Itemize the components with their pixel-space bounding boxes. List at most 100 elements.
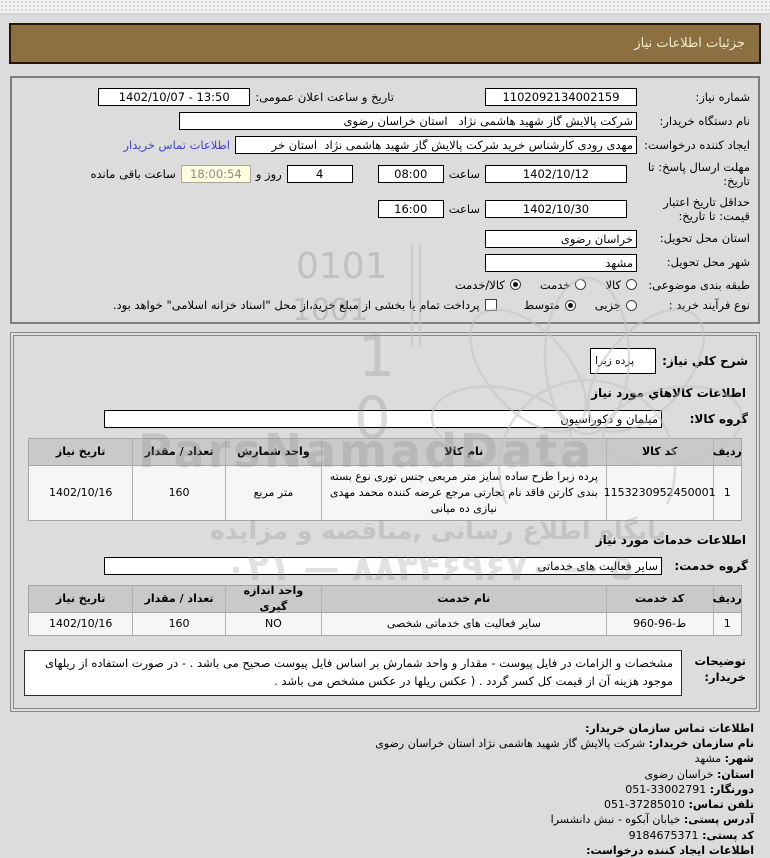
contact-postal-value: 9184675371 <box>628 828 699 842</box>
need-number-field[interactable] <box>485 88 637 106</box>
validity-hour-label: ساعت <box>448 201 480 216</box>
contact-postal-line: کد پستی: 9184675371 <box>16 829 754 843</box>
contact-city-value: مشهد <box>694 752 722 766</box>
services-group-label: گروه خدمت: <box>674 559 748 574</box>
buyer-notes-row: توضیحات خریدار: مشخصات و الزامات در فایل… <box>24 650 746 696</box>
contact-address-label: آدرس پستی: <box>683 813 754 827</box>
requester-field[interactable] <box>235 136 637 154</box>
radio-medium-icon[interactable] <box>564 299 576 311</box>
need-summary-panel: شماره نیاز: تاریخ و ساعت اعلان عمومی: نا… <box>10 76 760 325</box>
need-number-label: شماره نیاز: <box>695 89 750 104</box>
row-subject-category: طبقه بندی موضوعی: کالا خدمت کالا/خدمت <box>20 278 750 292</box>
services-header-row: ردیف <box>712 586 742 613</box>
goods-group-row: گروه کالا: <box>22 410 748 429</box>
contact-fax-line: دورنگار: 33002791-051 <box>16 783 754 797</box>
goods-group-label: گروه کالا: <box>689 412 748 427</box>
treasury-note: پرداخت تمام یا بخشی از مبلغ خرید،از محل … <box>112 298 480 313</box>
services-table-header: ردیف کد خدمت نام خدمت واحد اندازه گیری ت… <box>29 584 742 614</box>
radio-service-icon[interactable] <box>575 279 587 291</box>
radio-goods-service-icon[interactable] <box>509 279 521 291</box>
radio-goods-icon[interactable] <box>626 279 637 291</box>
countdown-timer: 18:00:54 <box>180 165 251 184</box>
goods-cell-name: پرده زبرا طرح ساده سایز متر مربعی جنس تو… <box>320 466 606 521</box>
goods-cell-code: 1153230952450001 <box>604 466 716 521</box>
buyer-org-field[interactable] <box>179 112 637 130</box>
row-buyer-org: نام دستگاه خریدار: <box>20 112 750 130</box>
contact-province-line: استان: خراسان رضوی <box>16 768 754 782</box>
goods-cell-date: 1402/10/16 <box>48 486 113 500</box>
goods-table: ردیف کد کالا نام کالا واحد شمارش تعداد /… <box>28 438 742 522</box>
hours-remaining-label: ساعت باقی مانده <box>90 167 176 182</box>
page-top-texture <box>0 0 770 14</box>
contact-phone-label: تلفن تماس: <box>688 798 754 812</box>
delivery-city-label: شهر محل تحویل: <box>666 255 750 270</box>
days-remaining-field[interactable] <box>286 165 353 184</box>
contact-org-label: نام سازمان خریدار: <box>648 736 754 750</box>
services-table-row: 1 960-96-ط سایر فعالیت های خدماتی شخصی N… <box>29 613 741 635</box>
row-price-validity: حداقل تاریخ اعتبار قیمت: تا تاریخ: ساعت <box>20 195 750 224</box>
buyer-contact-section: اطلاعات تماس سازمان خریدار: نام سازمان خ… <box>16 722 754 858</box>
validity-date-field[interactable] <box>485 200 627 219</box>
goods-group-field[interactable] <box>104 410 662 429</box>
services-cell-qty: 160 <box>132 613 225 635</box>
services-header-name: نام خدمت <box>320 586 606 613</box>
contact-section-title: اطلاعات تماس سازمان خریدار: <box>585 721 754 735</box>
services-cell-unit: NO <box>224 613 321 635</box>
services-group-field[interactable] <box>104 557 662 576</box>
delivery-city-field[interactable] <box>485 253 637 272</box>
need-description-row: شرح کلي نیاز: پرده زبرا <box>22 348 748 375</box>
validity-label: حداقل تاریخ اعتبار قیمت: تا تاریخ: <box>663 194 750 224</box>
services-header-code: کد خدمت <box>605 586 713 613</box>
radio-minor-icon[interactable] <box>626 299 637 311</box>
row-response-deadline: مهلت ارسال پاسخ: تا تاریخ: ساعت روز و 18… <box>20 160 751 189</box>
row-need-number: شماره نیاز: تاریخ و ساعت اعلان عمومی: <box>20 88 750 106</box>
requester-contact-title: اطلاعات ایجاد کننده درخواست: <box>586 844 754 857</box>
contact-city-line: شهر: مشهد <box>16 752 754 766</box>
contact-phone-line: تلفن تماس: 37285010-051 <box>16 798 754 812</box>
goods-table-header: ردیف کد کالا نام کالا واحد شمارش تعداد /… <box>29 439 742 467</box>
purchase-process-label: نوع فرآیند خرید : <box>668 297 750 312</box>
goods-cell-row: 1 <box>712 466 741 521</box>
row-delivery-province: استان محل تحویل: <box>20 229 750 248</box>
contact-address-line: آدرس پستی: خیابان آبکوه - نبش دانشسرا <box>16 813 754 827</box>
contact-org-line: نام سازمان خریدار: شرکت پالایش گاز شهید … <box>16 737 754 751</box>
services-cell-code: 960-96-ط <box>605 613 713 635</box>
goods-table-row: 1 1153230952450001 پرده زبرا طرح ساده سا… <box>29 466 741 521</box>
need-description-field[interactable]: پرده زبرا <box>590 348 657 375</box>
contact-province-label: استان: <box>717 767 754 781</box>
treasury-checkbox[interactable] <box>484 299 497 312</box>
deadline-date-field[interactable] <box>485 165 627 184</box>
deadline-time-field[interactable] <box>377 165 444 184</box>
announce-datetime-field[interactable] <box>98 88 251 106</box>
services-header-unit: واحد اندازه گیری <box>224 584 321 613</box>
contact-address-value: خیابان آبکوه - نبش دانشسرا <box>550 813 681 827</box>
buyer-notes-text: مشخصات و الزامات در فایل پیوست - مقدار و… <box>24 650 682 696</box>
deadline-hour-label: ساعت <box>448 167 480 182</box>
services-cell-row: 1 <box>712 613 741 635</box>
services-cell-name: سایر فعالیت های خدماتی شخصی <box>320 613 606 635</box>
services-cell-date: 1402/10/16 <box>48 617 113 631</box>
buyer-org-label: نام دستگاه خریدار: <box>659 113 750 128</box>
radio-service-label: خدمت <box>539 277 571 292</box>
validity-time-field[interactable] <box>377 200 444 219</box>
contact-fax-value: 33002791-051 <box>625 782 707 796</box>
requester-label: ایجاد کننده درخواست: <box>644 137 750 152</box>
row-purchase-process: نوع فرآیند خرید : جزیی متوسط پرداخت تمام… <box>20 298 750 312</box>
delivery-province-field[interactable] <box>485 229 637 248</box>
need-description-label: شرح کلي نیاز: <box>662 354 748 369</box>
buyer-notes-label: توضیحات خریدار: <box>694 654 747 685</box>
contact-city-label: شهر: <box>724 752 754 766</box>
buyer-contact-link[interactable]: اطلاعات تماس خریدار <box>123 138 230 152</box>
goods-header-qty: تعداد / مقدار <box>132 439 225 466</box>
contact-phone-value: 37285010-051 <box>604 798 686 812</box>
services-table: ردیف کد خدمت نام خدمت واحد اندازه گیری ت… <box>28 584 742 636</box>
row-requester: ایجاد کننده درخواست: اطلاعات تماس خریدار <box>20 136 750 154</box>
contact-province-value: خراسان رضوی <box>644 767 714 781</box>
goods-cell-unit: متر مربع <box>224 466 321 521</box>
deadline-label: مهلت ارسال پاسخ: تا تاریخ: <box>647 160 750 189</box>
radio-medium-label: متوسط <box>523 298 560 313</box>
services-group-row: گروه خدمت: <box>22 557 748 576</box>
days-and-label: روز و <box>255 167 282 182</box>
contact-org-value: شرکت پالایش گاز شهید هاشمی نژاد استان خر… <box>375 736 646 750</box>
